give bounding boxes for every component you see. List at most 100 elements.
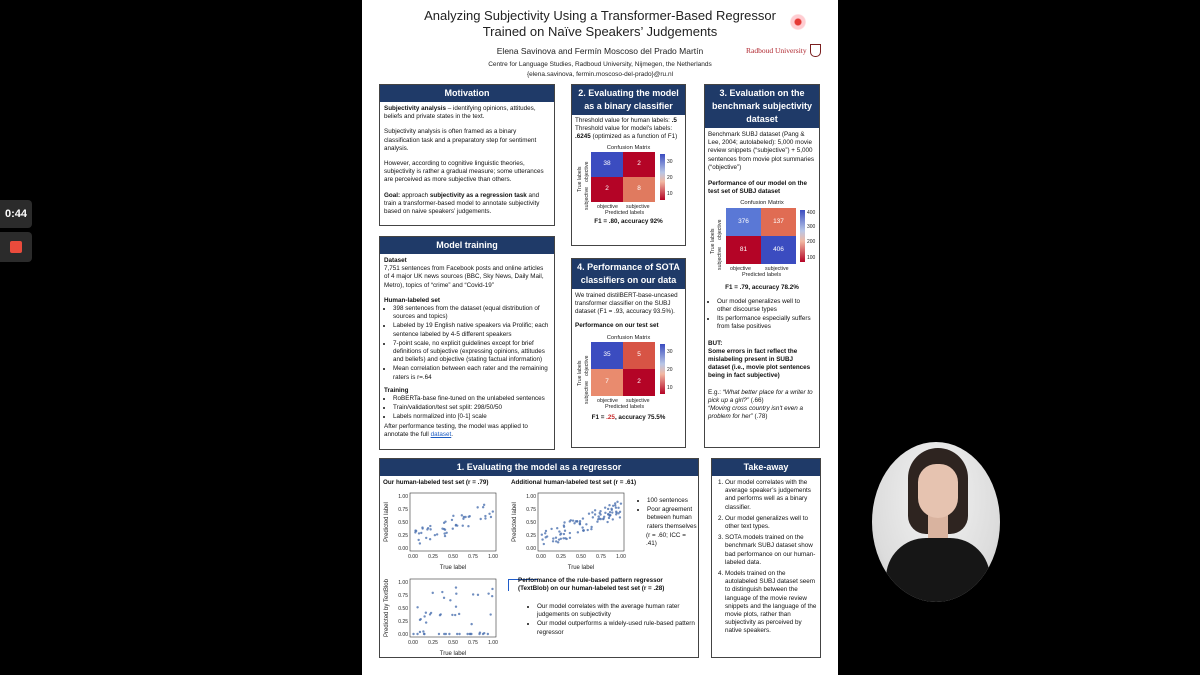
cm-xlabel: Predicted labels [605, 209, 645, 216]
scatter-point [482, 503, 486, 507]
caption: F1 = .25, accuracy 75.5% [591, 414, 666, 422]
section-heading: Take-away [712, 459, 820, 476]
scatter-point [421, 526, 424, 529]
cm-xlabel: Predicted labels [742, 271, 782, 278]
scatter-point [452, 514, 455, 518]
scatter-point [562, 525, 566, 528]
cm-row-label: objective [717, 219, 723, 240]
plot-frame [409, 578, 497, 638]
y-axis-label: Predicted by TextBlob [384, 578, 390, 637]
cbar-tick: 20 [667, 174, 673, 181]
scatter-point [587, 512, 591, 515]
list-item: Its performance especially suffers from … [717, 315, 816, 331]
scatter-point [441, 590, 444, 594]
scatter-point [591, 516, 595, 519]
scatter-point [585, 523, 588, 526]
scatter-point [437, 632, 441, 636]
y-axis-label: Predicted label [512, 502, 518, 542]
scatter-point [443, 534, 447, 538]
scatter-point [559, 533, 562, 536]
x-tick-label: 0.75 [596, 554, 606, 560]
y-tick-label: 0.00 [398, 546, 408, 552]
scatter-point [491, 587, 494, 591]
section-heading: 1. Evaluating the model as a regressor [380, 459, 698, 476]
sota-section: 4. Performance of SOTA classifiers on our… [571, 258, 686, 448]
x-tick-label: 0.25 [428, 554, 438, 560]
scatter-point [542, 542, 546, 546]
confusion-matrix: True labels objective subjective 35 5 7 … [575, 342, 682, 412]
list-item: Labeled by 19 English native speakers vi… [393, 322, 550, 338]
section-heading: Motivation [380, 85, 554, 102]
quote: “Moving cross country isn't even a probl… [708, 405, 803, 421]
text: (optimized as a function of F1) [590, 133, 678, 141]
scatter-point [568, 520, 571, 523]
scatter-point [416, 606, 419, 609]
list-item: 7-point scale, no explicit guidelines ex… [393, 340, 550, 365]
scatter-point [596, 520, 599, 523]
cm-xlabel: Predicted labels [605, 404, 645, 411]
list-item: Models trained on the autolabeled SUBJ d… [725, 570, 817, 636]
scatter-point [615, 510, 618, 513]
scatter-point [610, 507, 613, 511]
scatter-point [562, 537, 565, 540]
scatter-plot-additional: 0.00 0.25 0.50 0.75 1.00 1.00 0.75 0.50 0.25 0.00… [508, 487, 632, 571]
scatter-point [435, 533, 439, 536]
scatter-point [590, 525, 593, 529]
scatter-point [608, 511, 612, 514]
list-item: Our model correlates with the average hu… [537, 603, 696, 619]
title-line-1: Analyzing Subjectivity Using a Transform… [424, 8, 776, 23]
colorbar [800, 209, 805, 262]
term: Subjectivity analysis [384, 105, 446, 112]
cm-cell: 2 [623, 369, 655, 397]
scatter-point [414, 529, 417, 532]
scatter-point [603, 506, 607, 509]
paragraph: Subjectivity analysis is often framed as… [384, 128, 537, 152]
paragraph: We trained distilBERT-base-uncased trans… [575, 292, 678, 316]
y-tick-label: 0.50 [526, 520, 536, 526]
scatter-point [424, 611, 428, 614]
scatter-point [552, 537, 555, 540]
affiliation-text: Centre for Language Studies, Radboud Uni… [488, 61, 712, 68]
scatter-point [571, 519, 575, 522]
y-tick-label: 0.25 [398, 619, 408, 625]
cbar-tick: 400 [807, 209, 816, 216]
crest-icon [809, 44, 821, 57]
stop-icon [10, 241, 22, 253]
scatter-point [617, 512, 620, 515]
scatter-point [438, 613, 442, 617]
paragraph: However, according to cognitive linguist… [384, 160, 544, 184]
list-item: Labels normalized into [0-1] scale [393, 413, 550, 421]
scatter-point [454, 605, 458, 608]
scatter-point [576, 531, 580, 534]
scatter-point [425, 536, 428, 540]
list-item: Our model outperforms a widely-used rule… [537, 620, 696, 636]
scatter-point [606, 507, 610, 511]
scatter-point [460, 514, 464, 517]
y-tick-label: 0.25 [398, 533, 408, 539]
confusion-matrix: True labels objective subjective 38 2 2 … [575, 151, 682, 216]
text: After performance testing, the model was… [384, 422, 528, 438]
list-item: RoBERTa-base fine-tuned on the unlabeled… [393, 395, 550, 403]
scatter-point [598, 511, 601, 515]
scatter-point [618, 516, 622, 519]
scatter-point [558, 530, 561, 533]
scatter-point [471, 593, 475, 596]
x-tick-label: 0.50 [448, 554, 458, 560]
section-heading: 3. Evaluation on the benchmark subjectivi… [705, 85, 819, 128]
scatter-point [454, 586, 458, 589]
cm-cell: 2 [623, 151, 655, 177]
scatter-point [604, 511, 607, 515]
scatter-point [476, 506, 479, 509]
x-tick-label: 1.00 [616, 554, 626, 560]
dataset-link[interactable]: dataset [430, 430, 452, 438]
scatter-point [614, 504, 617, 507]
cm-row-label: objective [584, 161, 590, 182]
scatter-point [442, 596, 446, 600]
scatter-point [457, 612, 461, 616]
scatter-point [557, 538, 561, 541]
scatter-point [559, 537, 563, 541]
scatter-point [591, 511, 594, 514]
additional-set-list: 100 sentences Poor agreement between hum… [638, 497, 698, 532]
stop-recording-button[interactable] [0, 232, 32, 262]
cm-col-label: objective [730, 265, 751, 272]
